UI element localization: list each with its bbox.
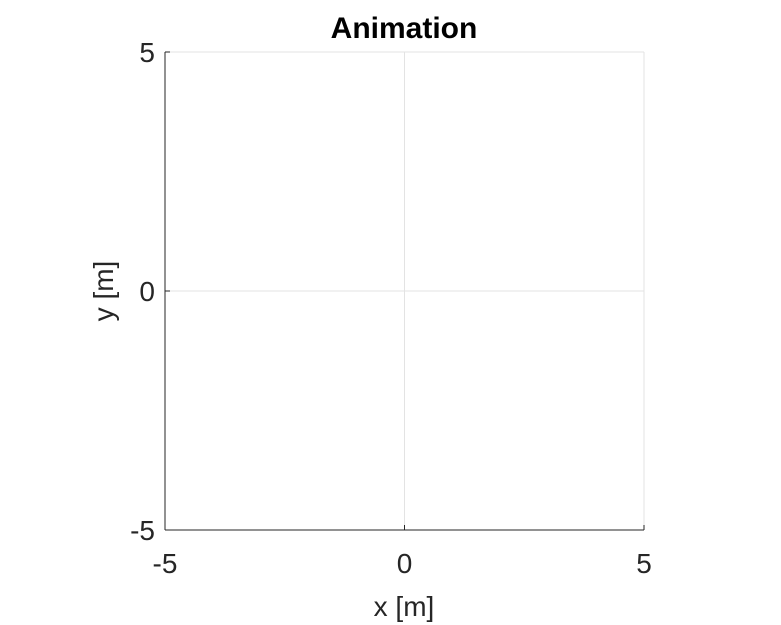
x-tick-label: 5	[636, 548, 652, 579]
plot-area	[164, 51, 645, 531]
y-tick-label: 5	[139, 37, 155, 68]
x-tick-labels: -5 0 5	[153, 548, 652, 579]
chart-title: Animation	[331, 12, 478, 45]
y-tick-label: -5	[130, 515, 155, 546]
axis-layer	[164, 51, 645, 531]
y-axis-label: y [m]	[88, 261, 119, 322]
y-tick-labels: -5 0 5	[130, 37, 155, 546]
x-tick-label: 0	[397, 548, 413, 579]
y-tick-label: 0	[139, 276, 155, 307]
x-tick-label: -5	[153, 548, 178, 579]
x-axis-label: x [m]	[374, 591, 435, 622]
